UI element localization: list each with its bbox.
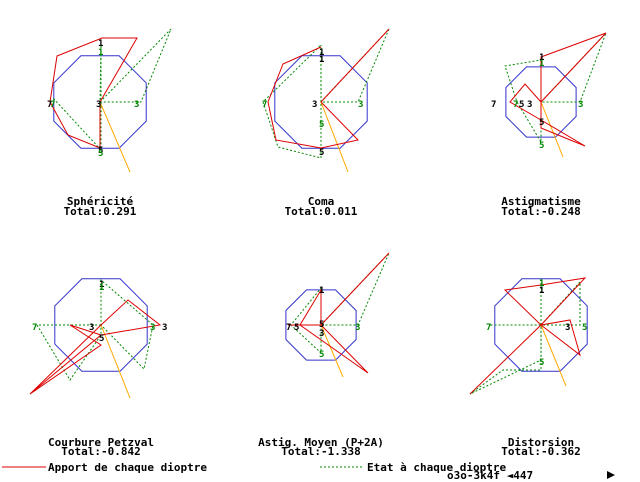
etat-trace <box>262 28 390 159</box>
surface-index-label: 5 <box>519 100 524 110</box>
apport-trace <box>49 37 138 149</box>
surface-index-label: 5 <box>294 323 299 333</box>
surface-index-label: 1 <box>539 286 544 296</box>
surface-index-label: 5 <box>539 118 544 128</box>
surface-index-label: 3 <box>96 100 101 110</box>
surface-index-label: 7 <box>50 100 55 110</box>
apport-trace <box>288 252 390 374</box>
legend-etat-label: Etat à chaque dioptre <box>367 461 506 474</box>
panel-total: Total:-0.362 <box>501 445 580 458</box>
octagon-outline <box>285 289 357 361</box>
panel-title: Coma <box>308 195 335 208</box>
panel-title: Astig. Moyen (P+2A) <box>258 436 384 449</box>
surface-index-label: 5 <box>99 334 104 344</box>
axis-line <box>99 101 131 173</box>
axis-line <box>320 324 344 378</box>
surface-index-label: 7 <box>486 323 491 333</box>
octagon-outline <box>494 278 588 372</box>
surface-index-label: 7 <box>32 323 37 333</box>
etat-trace <box>52 28 172 152</box>
panel-title: Distorsion <box>508 436 574 449</box>
surface-index-label: 5 <box>319 148 324 158</box>
etat-trace <box>469 278 581 395</box>
surface-index-label: 3 <box>358 100 363 110</box>
surface-index-label: 3 <box>355 323 360 333</box>
surface-index-label: 3 <box>565 323 570 333</box>
surface-index-label: 1 <box>319 286 324 296</box>
surface-index-label: 5 <box>582 323 587 333</box>
surface-index-label: 1 <box>98 39 103 49</box>
panel-total: Total:-1.338 <box>281 445 360 458</box>
surface-index-label: 1 <box>319 48 324 58</box>
surface-index-label: 3 <box>162 323 167 333</box>
next-arrow-icon[interactable] <box>604 470 618 480</box>
surface-index-label: 1 <box>99 283 104 293</box>
surface-index-label: 7 <box>47 100 52 110</box>
surface-index-label: 3 <box>134 100 139 110</box>
surface-index-label: 1 <box>539 59 544 69</box>
axis-line <box>540 324 567 387</box>
surface-index-label: 1 <box>99 280 104 290</box>
octagon-outline <box>274 55 368 149</box>
panel-total: Total:-0.248 <box>501 205 580 218</box>
axis-line <box>540 101 564 158</box>
status-readout: o3o-3k4f ◄447 <box>447 469 534 482</box>
apport-trace <box>267 28 390 149</box>
surface-index-label: 5 <box>319 120 324 130</box>
axis-line <box>320 101 349 173</box>
panel-title: Sphéricité <box>67 195 134 208</box>
apport-trace <box>509 32 607 147</box>
surface-index-label: 3 <box>527 100 532 110</box>
surface-index-label: 5 <box>98 146 103 156</box>
surface-index-label: 7 <box>262 100 267 110</box>
legend-apport-label: Apport de chaque dioptre <box>48 461 207 474</box>
legend: Apport de chaque dioptre Etat à chaque d… <box>2 461 506 474</box>
surface-index-label: 1 <box>539 53 544 63</box>
surface-index-label: 5 <box>98 149 103 159</box>
surface-index-label: 7 <box>491 100 496 110</box>
panel-total: Total:-0.842 <box>61 445 140 458</box>
panel-total: Total:0.011 <box>285 205 358 218</box>
surface-index-label: 1 <box>319 55 324 65</box>
surface-index-label: 3 <box>150 323 155 333</box>
apport-trace <box>469 277 587 395</box>
octagon-outline <box>54 278 148 372</box>
apport-trace <box>29 299 162 395</box>
surface-index-label: 5 <box>319 320 324 330</box>
surface-index-label: 7 <box>286 323 291 333</box>
surface-index-label: 7 <box>513 100 518 110</box>
surface-index-label: 5 <box>539 141 544 151</box>
octagon-outline <box>505 66 577 138</box>
surface-index-label: 3 <box>319 329 324 339</box>
surface-index-label: 3 <box>578 100 583 110</box>
surface-index-label: 5 <box>539 358 544 368</box>
surface-index-label: 1 <box>539 279 544 289</box>
octagon-outline <box>53 55 147 149</box>
surface-index-label: 1 <box>98 48 103 58</box>
panel-title: Astigmatisme <box>501 195 581 208</box>
axis-line <box>100 324 131 399</box>
panel-title: Courbure Petzval <box>48 436 154 449</box>
panel-total: Total:0.291 <box>64 205 137 218</box>
surface-index-label: 5 <box>319 350 324 360</box>
surface-index-label: 3 <box>312 100 317 110</box>
surface-index-label: 3 <box>89 323 94 333</box>
